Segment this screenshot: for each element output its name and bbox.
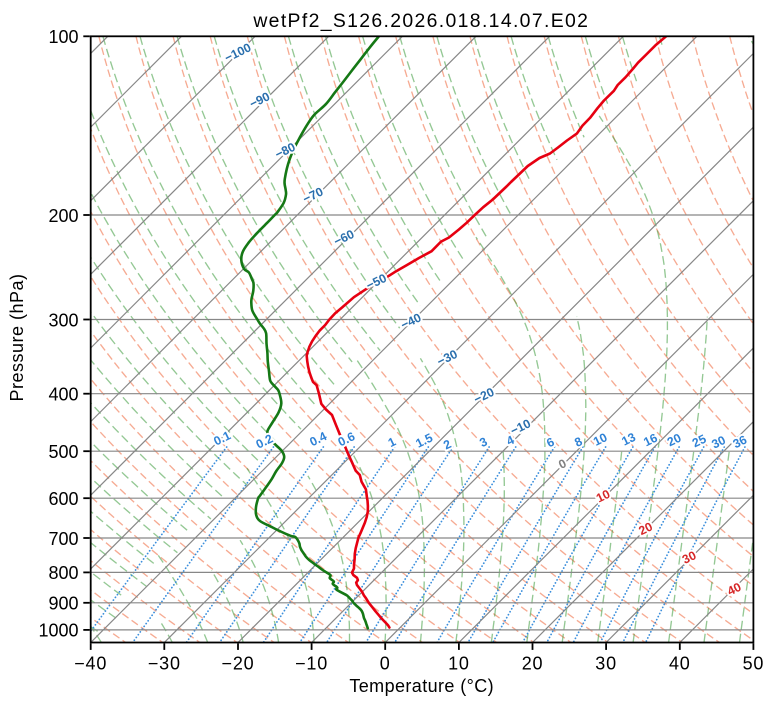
svg-text:700: 700 <box>48 529 78 549</box>
svg-text:1000: 1000 <box>38 621 78 641</box>
svg-text:20: 20 <box>522 653 544 673</box>
svg-text:600: 600 <box>48 489 78 509</box>
svg-text:500: 500 <box>48 442 78 462</box>
svg-text:10: 10 <box>448 653 470 673</box>
svg-text:Pressure (hPa): Pressure (hPa) <box>7 273 27 401</box>
svg-text:200: 200 <box>48 206 78 226</box>
svg-text:wetPf2_S126.2026.018.14.07.E02: wetPf2_S126.2026.018.14.07.E02 <box>252 10 589 32</box>
svg-text:−30: −30 <box>148 653 181 673</box>
svg-text:400: 400 <box>48 385 78 405</box>
svg-text:100: 100 <box>48 27 78 47</box>
svg-text:−20: −20 <box>222 653 255 673</box>
svg-text:−10: −10 <box>295 653 328 673</box>
svg-text:0: 0 <box>380 653 391 673</box>
svg-text:50: 50 <box>743 653 765 673</box>
svg-text:300: 300 <box>48 310 78 330</box>
svg-text:30: 30 <box>595 653 617 673</box>
svg-text:800: 800 <box>48 563 78 583</box>
svg-text:Temperature (°C): Temperature (°C) <box>349 676 494 696</box>
svg-text:−40: −40 <box>74 653 107 673</box>
svg-text:40: 40 <box>669 653 691 673</box>
svg-text:900: 900 <box>48 594 78 614</box>
